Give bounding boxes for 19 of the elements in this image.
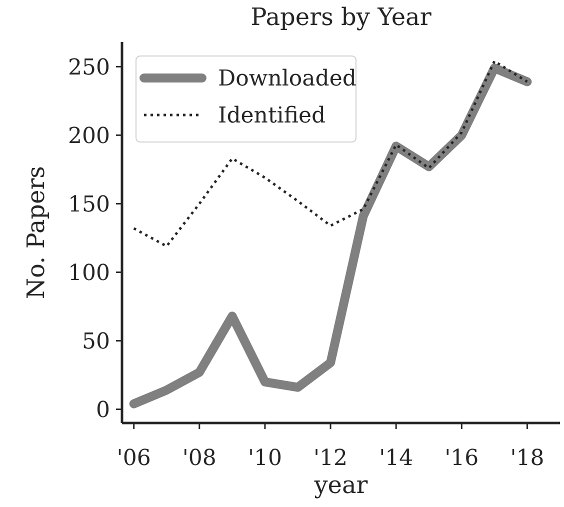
x-tick-label: '16 [444, 446, 479, 471]
y-tick-label: 100 [68, 260, 110, 286]
x-tick-label: '12 [314, 446, 348, 471]
y-tick-label: 0 [96, 398, 110, 423]
legend-label: Identified [218, 104, 326, 129]
chart-title: Papers by Year [250, 3, 432, 31]
x-tick-label: '18 [510, 446, 544, 471]
x-axis-title: year [313, 471, 368, 499]
line-series [132, 60, 528, 248]
y-tick-label: 250 [68, 55, 110, 80]
y-axis-title: No. Papers [22, 166, 50, 300]
x-tick-label: '10 [248, 446, 282, 471]
y-tick-label: 150 [68, 192, 110, 218]
y-tick-label: 200 [68, 124, 110, 149]
x-tick-label: '14 [379, 446, 414, 471]
x-tick-label: '08 [182, 446, 216, 471]
legend-label: Downloaded [218, 66, 356, 92]
y-tick-label: 50 [82, 329, 110, 354]
x-tick-label: '06 [116, 446, 151, 471]
